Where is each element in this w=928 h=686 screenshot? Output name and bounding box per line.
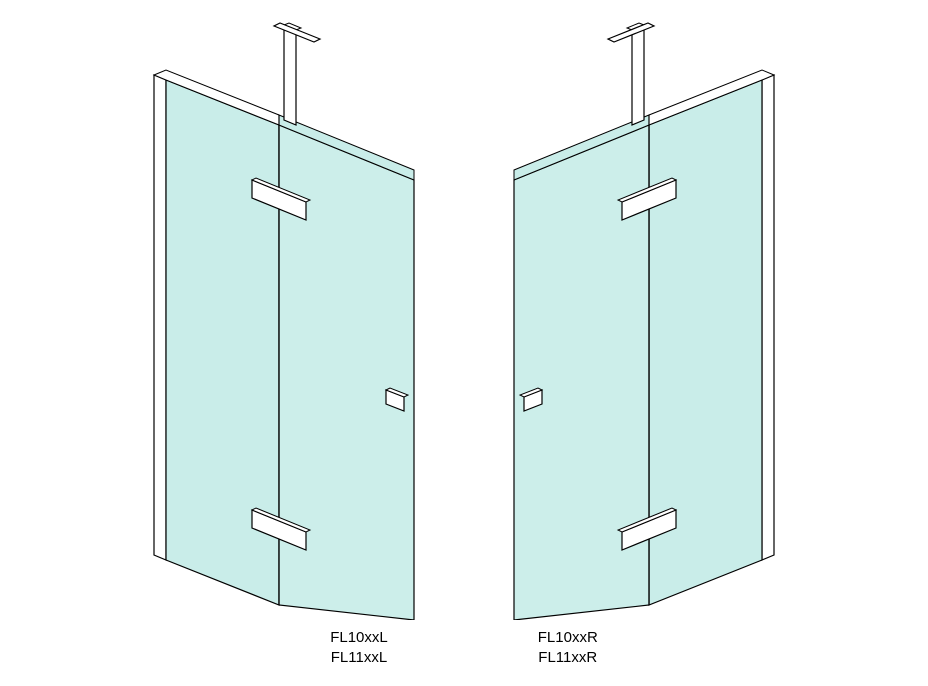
label-right-code1: FL10xxR [538, 628, 598, 648]
diagram-container [0, 0, 928, 625]
label-left-code2: FL11xxL [330, 648, 388, 668]
shower-door-left-icon [74, 20, 444, 620]
label-right-code2: FL11xxR [538, 648, 598, 668]
label-left-code1: FL10xxL [330, 628, 388, 648]
label-right: FL10xxR FL11xxR [538, 628, 598, 669]
label-left: FL10xxL FL11xxL [330, 628, 388, 669]
labels-row: FL10xxL FL11xxL FL10xxR FL11xxR [0, 628, 928, 669]
panel-left [74, 20, 444, 625]
panel-right [484, 20, 854, 625]
shower-door-right-icon [484, 20, 854, 620]
